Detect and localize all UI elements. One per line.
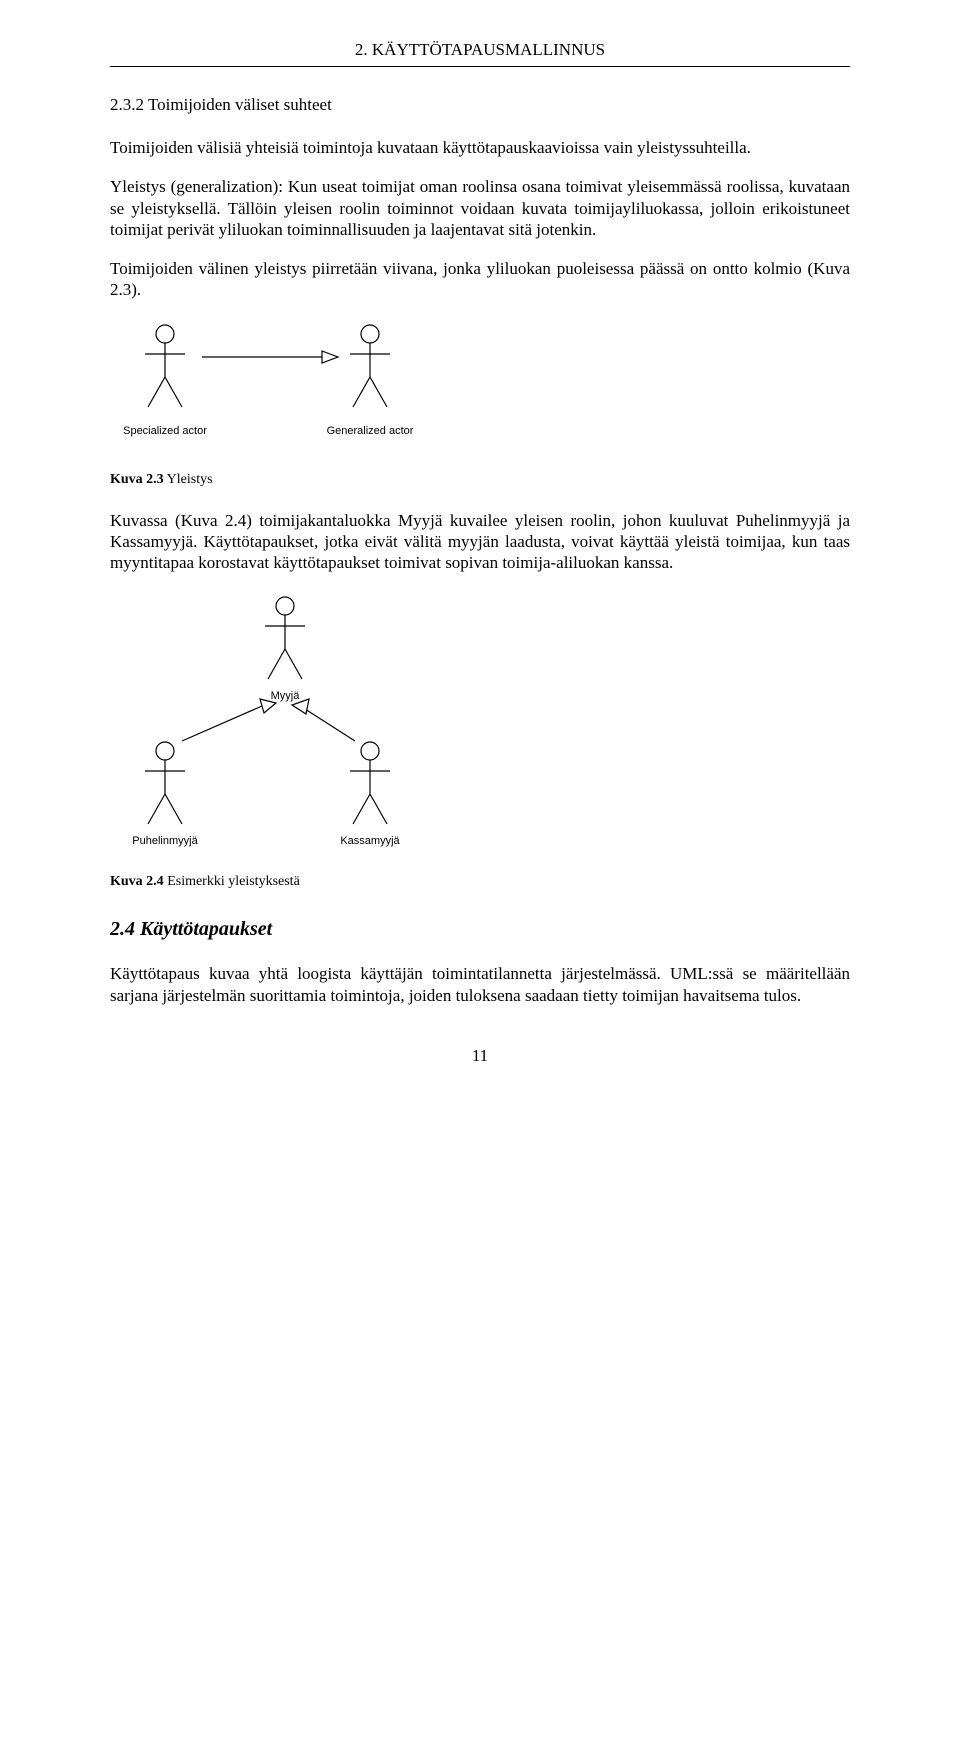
caption-text: Yleistys [167, 472, 213, 487]
section-heading: 2.3.2 Toimijoiden väliset suhteet [110, 95, 850, 115]
specialized-actor-label: Specialized actor [123, 425, 207, 437]
page: 2. KÄYTTÖTAPAUSMALLINNUS 2.3.2 Toimijoid… [0, 0, 960, 1106]
myyja-actor-icon [265, 597, 305, 679]
generalized-actor-icon [350, 325, 390, 407]
figure-caption: Kuva 2.3 Yleistys [110, 472, 850, 488]
generalization-diagram: Specialized actor Generalized actor [110, 319, 490, 459]
generalization-arrowhead-icon [322, 351, 338, 363]
kassamyyja-label: Kassamyyjä [340, 835, 400, 847]
generalized-actor-label: Generalized actor [327, 425, 414, 437]
caption-label: Kuva 2.3 [110, 472, 164, 487]
running-header: 2. KÄYTTÖTAPAUSMALLINNUS [110, 40, 850, 60]
puhelinmyyja-actor-icon [145, 742, 185, 824]
figure-caption: Kuva 2.4 Esimerkki yleistyksestä [110, 874, 850, 890]
caption-label: Kuva 2.4 [110, 874, 164, 889]
header-rule [110, 66, 850, 67]
puhelinmyyja-label: Puhelinmyyjä [132, 835, 198, 847]
myyja-diagram: Myyjä Puhelinmyyjä Kassamyyjä [110, 591, 490, 861]
specialized-actor-icon [145, 325, 185, 407]
section-heading: 2.4 Käyttötapaukset [110, 918, 850, 941]
paragraph: Toimijoiden välisiä yhteisiä toimintoja … [110, 137, 850, 158]
caption-text: Esimerkki yleistyksestä [167, 874, 300, 889]
figure-2-3: Specialized actor Generalized actor [110, 319, 850, 464]
paragraph: Kuvassa (Kuva 2.4) toimijakantaluokka My… [110, 510, 850, 574]
myyja-label: Myyjä [271, 690, 301, 702]
figure-2-4: Myyjä Puhelinmyyjä Kassamyyjä [110, 591, 850, 866]
kassamyyja-actor-icon [350, 742, 390, 824]
left-generalization-line [182, 706, 262, 741]
right-generalization-line [305, 709, 355, 741]
paragraph: Käyttötapaus kuvaa yhtä loogista käyttäj… [110, 963, 850, 1006]
paragraph: Yleistys (generalization): Kun useat toi… [110, 176, 850, 240]
paragraph: Toimijoiden välinen yleistys piirretään … [110, 258, 850, 301]
page-number: 11 [110, 1046, 850, 1066]
